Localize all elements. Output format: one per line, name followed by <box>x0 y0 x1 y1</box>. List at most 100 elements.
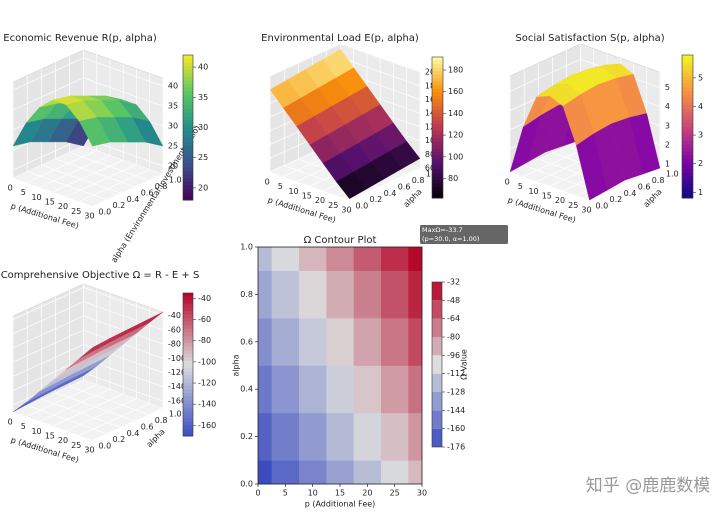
colorbar-tick-label: 2 <box>698 159 703 168</box>
colorbar-segment <box>682 130 693 135</box>
contour-cell <box>381 460 409 485</box>
colorbar-tick-label: 100 <box>448 152 463 161</box>
colorbar-segment <box>432 64 443 69</box>
x-tick-label: 15 <box>542 192 552 201</box>
colorbar-segment <box>682 140 693 145</box>
contour-cell <box>258 460 272 485</box>
colorbar-segment <box>183 407 193 412</box>
contour-cell <box>258 247 272 271</box>
colorbar-segment <box>183 414 193 419</box>
colorbar-band <box>432 392 442 411</box>
x-tick-label: 20 <box>58 436 68 445</box>
colorbar-segment <box>183 127 193 132</box>
colorbar-segment <box>183 69 193 74</box>
colorbar-segment <box>183 353 193 358</box>
colorbar-segment <box>183 293 193 298</box>
colorbar-tick-label: -160 <box>447 424 465 433</box>
colorbar-segment <box>183 87 193 92</box>
grid-line <box>12 287 164 320</box>
y-tick-label: 0.6 <box>141 188 154 197</box>
contour-cell <box>381 270 409 319</box>
y-tick-label: 1.0 <box>240 243 253 252</box>
colorbar-segment <box>183 389 193 394</box>
z-tick-label: 35 <box>168 102 178 111</box>
contour-cell <box>271 247 300 271</box>
contour-cell <box>381 365 409 414</box>
colorbar-segment <box>682 176 693 181</box>
y-tick-label: 0.4 <box>240 385 253 394</box>
colorbar-segment <box>183 113 193 118</box>
contour-cell <box>353 247 382 271</box>
colorbar-band <box>432 373 442 392</box>
contour-cell <box>408 412 423 461</box>
colorbar-segment <box>682 151 693 156</box>
contour-cell <box>353 270 382 319</box>
colorbar-tick-label: 20 <box>198 183 208 192</box>
y-tick-label: 0.6 <box>398 182 411 191</box>
contour-cell <box>271 270 300 319</box>
colorbar-segment <box>183 432 193 437</box>
colorbar-segment <box>183 76 193 81</box>
x-tick-label: 20 <box>315 196 325 205</box>
colorbar-segment <box>183 360 193 365</box>
chart-title: Economic Revenue R(p, alpha) <box>3 33 157 44</box>
colorbar-segment <box>183 131 193 136</box>
x-tick-label: 0 <box>255 489 260 498</box>
colorbar-segment <box>183 364 193 369</box>
grid-line <box>12 329 164 363</box>
colorbar-segment <box>183 328 193 333</box>
colorbar-segment <box>183 65 193 70</box>
colorbar-segment <box>432 152 443 157</box>
colorbar-segment <box>183 171 193 176</box>
colorbar-band <box>432 355 442 374</box>
colorbar-segment <box>682 119 693 124</box>
colorbar-segment <box>432 183 443 188</box>
grid-line <box>12 57 164 91</box>
colorbar-segment <box>183 156 193 161</box>
z-tick-label: 60 <box>425 164 435 173</box>
x-tick-label: 0 <box>8 183 13 192</box>
y-tick-label: 0.2 <box>113 201 126 210</box>
colorbar-segment <box>682 155 693 160</box>
colorbar-segment <box>183 378 193 383</box>
colorbar-segment <box>682 62 693 67</box>
x-tick-label: 10 <box>528 187 538 196</box>
colorbar-segment <box>183 339 193 344</box>
contour-cell <box>299 460 327 485</box>
colorbar-segment <box>432 159 443 164</box>
colorbar-segment <box>183 418 193 423</box>
colorbar-segment <box>432 102 443 107</box>
colorbar-segment <box>432 166 443 171</box>
colorbar-segment <box>183 335 193 340</box>
colorbar-tick-label: 80 <box>448 174 458 183</box>
y-axis-label: alpha <box>232 354 241 376</box>
colorbar-segment <box>183 325 193 330</box>
colorbar-tick-label: 5 <box>698 73 703 82</box>
colorbar-frame <box>681 54 694 199</box>
grid-line <box>12 77 164 111</box>
colorbar-segment <box>432 190 443 195</box>
colorbar-segment <box>183 105 193 110</box>
z-tick-label: 5 <box>665 83 670 92</box>
colorbar-frame <box>431 56 444 199</box>
colorbar-segment <box>682 137 693 142</box>
y-tick-label: 1.0 <box>169 410 182 419</box>
x-tick-label: 20 <box>58 202 68 211</box>
colorbar-segment <box>682 126 693 131</box>
y-tick-label: 0.8 <box>155 182 168 191</box>
colorbar-label: Ω Value <box>460 349 469 380</box>
x-tick-label: 5 <box>21 188 26 197</box>
colorbar-segment <box>432 60 443 65</box>
x-axis-label: p (Additional Fee) <box>305 500 376 509</box>
colorbar-segment <box>183 120 193 125</box>
colorbar-segment <box>432 145 443 150</box>
z-tick-label: 4 <box>665 102 670 111</box>
colorbar-segment <box>183 425 193 430</box>
chart-title: Ω Contour Plot <box>304 235 377 246</box>
contour-cell <box>258 365 272 414</box>
surface-patch <box>336 171 368 199</box>
grid-line <box>269 43 421 77</box>
colorbar-tick-label: -32 <box>447 278 460 287</box>
colorbar-band <box>432 410 442 429</box>
